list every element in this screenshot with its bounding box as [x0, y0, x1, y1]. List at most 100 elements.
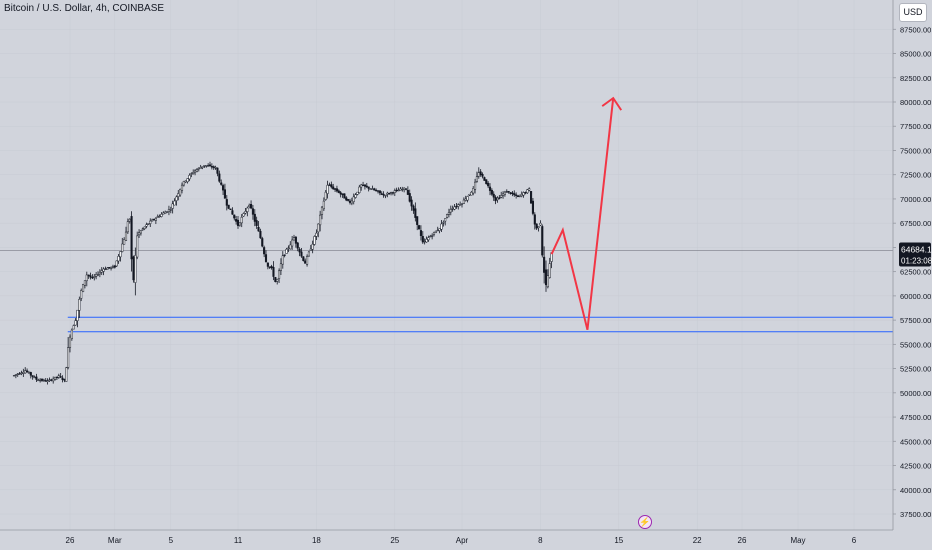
candle-286 — [546, 269, 549, 289]
candle-238 — [457, 203, 460, 210]
candle-32 — [72, 324, 75, 330]
candle-110 — [218, 170, 221, 183]
candle-59 — [123, 237, 126, 245]
candle-157 — [306, 254, 309, 267]
candle-28 — [65, 366, 68, 382]
candle-204 — [393, 188, 396, 197]
candle-211 — [406, 186, 409, 195]
candle-169 — [328, 182, 331, 186]
candle-229 — [440, 220, 443, 233]
candle-69 — [141, 227, 144, 232]
candle-115 — [227, 204, 230, 210]
candle-41 — [89, 272, 92, 280]
candle-48 — [102, 267, 105, 276]
candle-102 — [203, 165, 206, 168]
candle-267 — [511, 190, 514, 197]
candle-166 — [322, 197, 325, 211]
chart-grid — [0, 0, 893, 530]
candle-111 — [220, 179, 223, 186]
candle-132 — [259, 228, 262, 239]
candle-160 — [311, 240, 314, 254]
support-zone — [0, 101, 893, 333]
candle-244 — [468, 193, 471, 196]
candle-161 — [313, 235, 316, 246]
candle-170 — [330, 181, 333, 189]
candle-122 — [240, 214, 243, 228]
candle-39 — [85, 271, 88, 287]
candle-179 — [347, 199, 350, 202]
candle-114 — [225, 195, 228, 211]
candle-175 — [339, 190, 342, 198]
candle-123 — [242, 212, 245, 217]
candle-50 — [106, 267, 109, 270]
candle-191 — [369, 188, 372, 190]
candle-210 — [404, 188, 408, 191]
candle-146 — [285, 247, 288, 254]
candle-274 — [524, 191, 527, 195]
candle-260 — [498, 194, 501, 200]
candle-73 — [149, 218, 152, 227]
candle-10 — [31, 375, 34, 380]
price-axis[interactable]: 37500.00 40000.00 42500.00 45000.00 47500.00… — [892, 0, 932, 550]
candle-136 — [266, 262, 269, 270]
candle-23 — [55, 376, 58, 381]
lightning-icon[interactable]: ⚡ — [638, 515, 652, 529]
candle-135 — [264, 250, 268, 263]
candle-9 — [29, 371, 32, 379]
candle-197 — [380, 191, 383, 195]
candle-240 — [460, 203, 464, 208]
candle-165 — [320, 205, 324, 220]
candle-22 — [54, 376, 57, 381]
candle-25 — [59, 373, 62, 379]
candle-209 — [403, 187, 406, 193]
candle-19 — [48, 377, 51, 382]
candle-72 — [147, 223, 150, 225]
candle-251 — [481, 172, 484, 179]
candle-74 — [151, 218, 154, 222]
candle-252 — [483, 176, 486, 181]
candle-118 — [233, 214, 236, 221]
candle-68 — [139, 230, 142, 236]
candle-248 — [475, 171, 478, 183]
candle-126 — [248, 203, 251, 209]
candle-273 — [522, 191, 525, 198]
candle-230 — [442, 220, 445, 227]
candle-192 — [371, 185, 374, 190]
candle-271 — [518, 194, 521, 198]
time-tick-label-13: 6 — [852, 536, 857, 545]
candle-268 — [513, 190, 516, 197]
candle-224 — [431, 233, 434, 240]
price-tick-label-2: 42500.00 — [900, 462, 931, 471]
candle-147 — [287, 245, 290, 253]
candle-0 — [12, 374, 16, 377]
candle-164 — [319, 210, 322, 232]
candle-237 — [455, 202, 458, 209]
candle-30 — [68, 334, 72, 353]
candle-181 — [350, 197, 353, 206]
candle-198 — [382, 191, 385, 198]
candle-76 — [154, 217, 157, 225]
candle-283 — [541, 224, 544, 258]
candle-199 — [384, 194, 387, 199]
candle-3 — [18, 371, 21, 375]
candle-189 — [365, 182, 368, 189]
candle-6 — [24, 367, 27, 374]
currency-button[interactable]: USD — [899, 3, 927, 22]
candle-16 — [42, 378, 45, 382]
candle-221 — [425, 236, 428, 243]
candle-143 — [279, 258, 282, 275]
candle-120 — [236, 215, 240, 229]
candle-144 — [281, 251, 284, 269]
time-axis[interactable]: 1926Mar5111825Apr8152226May6 — [0, 529, 893, 550]
candle-277 — [530, 190, 533, 204]
candle-184 — [356, 191, 359, 196]
price-tick-label-12: 67500.00 — [900, 219, 931, 228]
candle-193 — [373, 187, 376, 191]
time-tick-label-11: 26 — [738, 536, 747, 545]
candle-173 — [335, 185, 338, 193]
candle-227 — [436, 226, 439, 232]
candle-96 — [192, 169, 195, 175]
candle-124 — [244, 208, 247, 215]
candle-103 — [205, 165, 208, 168]
